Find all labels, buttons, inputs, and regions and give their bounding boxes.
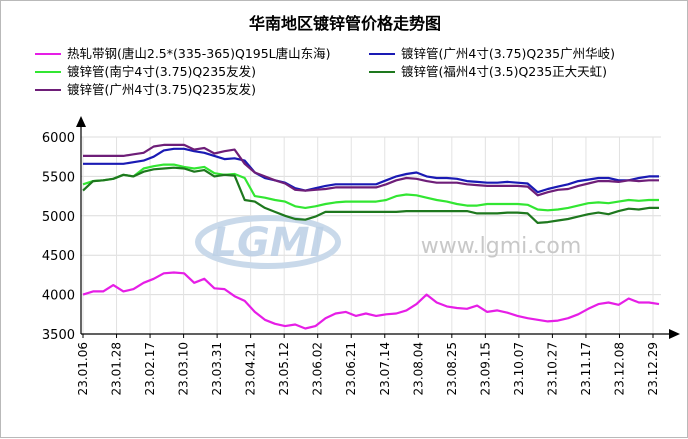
series-line-3: [82, 166, 659, 224]
x-tick-label: 23.01.06: [76, 342, 90, 395]
x-tick-label: 23.10.27: [545, 342, 559, 395]
x-tick-label: 23.02.17: [143, 342, 157, 395]
watermark: LGMI www.lgmi.com: [195, 215, 582, 269]
axes: 3500 4000 4500 5000 5500 6000 23.01.06 23.01.28…: [42, 116, 680, 395]
x-tick-label: 23.06.21: [344, 342, 358, 395]
watermark-url: www.lgmi.com: [421, 234, 582, 259]
legend-swatch: [35, 89, 61, 91]
x-tick-label: 23.12.08: [612, 342, 626, 395]
legend-swatch: [369, 71, 395, 73]
legend-swatch: [35, 53, 61, 55]
y-tick-label: 4000: [42, 289, 75, 304]
series-line-0: [82, 271, 660, 330]
y-tick-label: 6000: [42, 131, 75, 146]
legend-label: 镀锌管(广州4寸(3.75)Q235广州华岐): [401, 46, 615, 61]
series-line-2: [82, 163, 659, 212]
x-tick-label: 23.06.02: [311, 342, 325, 395]
chart-title: 华南地区镀锌管价格走势图: [248, 14, 441, 33]
legend-label: 镀锌管(广州4寸(3.75)Q235友发): [67, 82, 256, 97]
x-tick-label: 23.09.15: [478, 342, 492, 395]
x-tick-label: 23.11.17: [579, 342, 593, 395]
legend-swatch: [369, 53, 395, 55]
x-tick-label: 23.01.28: [110, 342, 124, 395]
series-line-4: [83, 143, 659, 197]
x-tick-label: 23.08.25: [445, 342, 459, 395]
y-axis-arrow-icon: [76, 116, 86, 127]
x-tick-label: 23.07.14: [378, 342, 392, 395]
x-tick-label: 23.10.07: [512, 342, 526, 395]
series-line-1: [83, 147, 659, 194]
lgmi-logo-text: LGMI: [211, 220, 324, 266]
lgmi-logo-watermark: LGMI: [195, 215, 341, 269]
y-tick-label: 3500: [42, 328, 75, 343]
x-axis-arrow-icon: [669, 329, 680, 339]
y-tick-label: 4500: [42, 249, 75, 264]
legend-label: 镀锌管(南宁4寸(3.75)Q235友发): [67, 64, 256, 79]
x-tick-label: 23.05.12: [277, 342, 291, 395]
x-tick-label: 23.12.29: [646, 342, 660, 395]
legend-swatch: [35, 71, 61, 73]
x-tick-label: 23.04.21: [244, 342, 258, 395]
y-tick-label: 5000: [42, 210, 75, 225]
legend-label: 镀锌管(福州4寸(3.5)Q235正大天虹): [401, 64, 608, 79]
x-tick-label: 23.08.04: [411, 342, 425, 395]
legend-label: 热轧带钢(唐山2.5*(335-365)Q195L唐山东海): [67, 46, 331, 61]
x-tick-label: 23.03.31: [210, 342, 224, 395]
series-lines: [82, 143, 660, 330]
y-tick-label: 5500: [42, 170, 75, 185]
x-tick-label: 23.03.10: [177, 342, 191, 395]
